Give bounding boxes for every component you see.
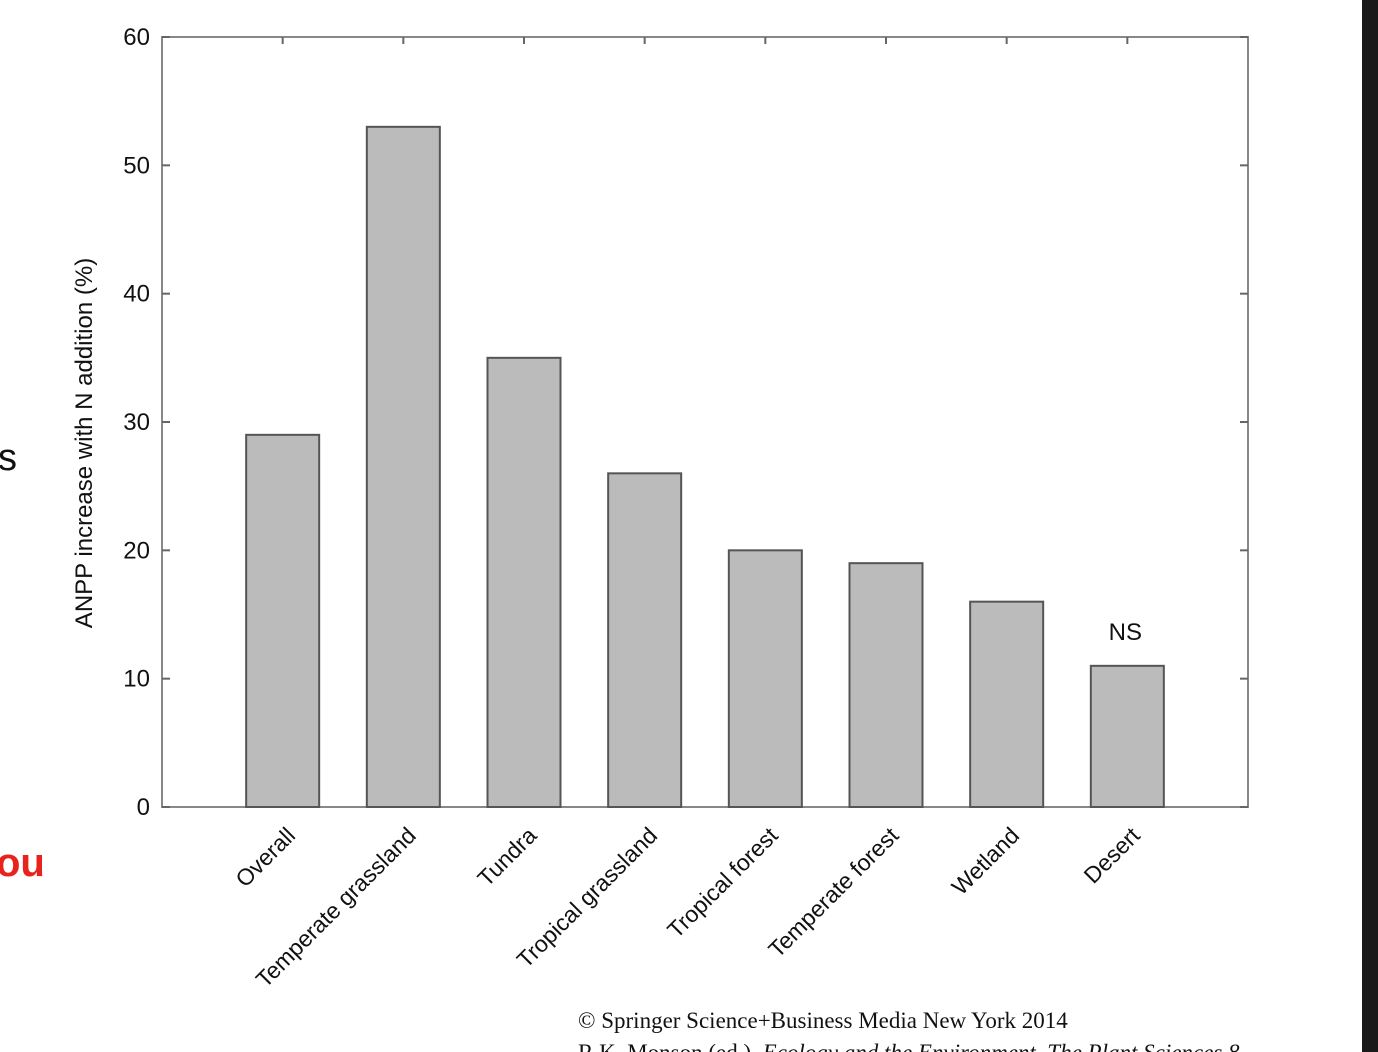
credit: R.K. Monson (ed.), (578, 1040, 763, 1052)
y-axis-label: ANPP increase with N addition (%) (71, 258, 98, 628)
y-tick-label: 0 (137, 794, 150, 821)
credit: © Springer Science+Business Media New Yo… (578, 1008, 1068, 1033)
bar (848, 562, 924, 809)
credit: Ecology and the Environment, The Plant S… (762, 1040, 1246, 1052)
bar (365, 125, 441, 809)
x-tick-label: Temperate forest (763, 822, 904, 963)
x-tick-label: Desert (1079, 822, 1146, 889)
bar (727, 549, 803, 808)
x-tick-label: Wetland (946, 822, 1024, 900)
side-strip (1362, 0, 1378, 1052)
bar (969, 600, 1045, 809)
fragment-text: s (0, 437, 17, 479)
bar (486, 356, 562, 808)
plot-frame (161, 36, 1249, 808)
bar (607, 472, 683, 808)
y-tick-label: 20 (123, 537, 150, 564)
fragment-text: ou (0, 841, 45, 885)
y-tick-label: 10 (123, 666, 150, 693)
bar (245, 433, 321, 808)
y-tick-label: 60 (123, 24, 150, 51)
x-tick-label: Overall (230, 822, 300, 892)
x-tick-label: Tropical forest (662, 822, 783, 943)
y-tick-label: 40 (123, 281, 150, 308)
annotation: NS (1109, 619, 1142, 646)
bar (1089, 664, 1165, 808)
y-tick-label: 30 (123, 409, 150, 436)
y-tick-label: 50 (123, 152, 150, 179)
credit: R.K. Monson (ed.), Ecology and the Envir… (578, 1040, 1245, 1052)
x-tick-label: Tundra (472, 822, 541, 891)
